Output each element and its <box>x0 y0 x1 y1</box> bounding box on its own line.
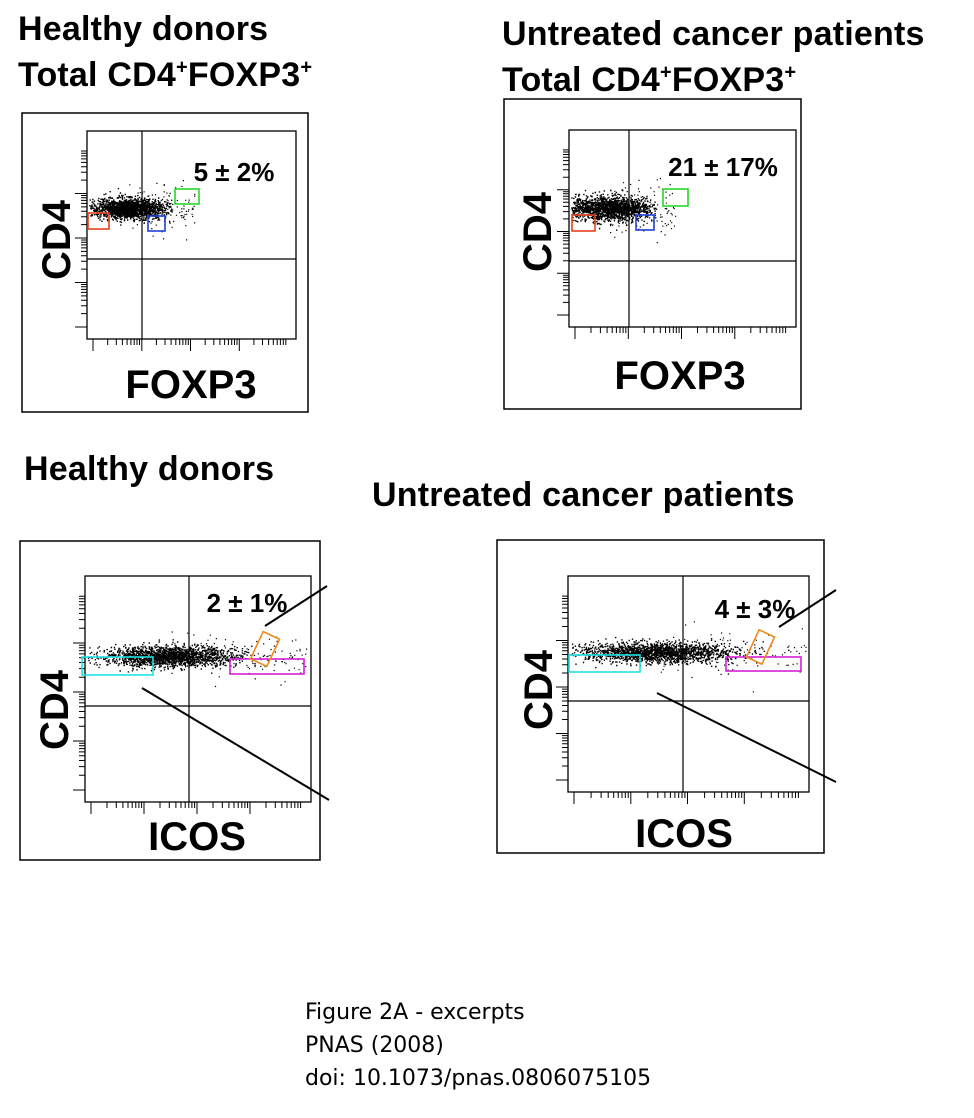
x-axis-label: FOXP3 <box>614 354 745 398</box>
percentage-label: 4 ± 3% <box>715 594 796 624</box>
caption-line: PNAS (2008) <box>305 1033 444 1058</box>
heading-line: Total CD4+FOXP3+ <box>502 57 925 103</box>
x-axis-ticks <box>90 802 302 814</box>
outer-frame <box>496 539 825 854</box>
scatter-points <box>571 178 677 244</box>
gate-cyan <box>81 656 154 676</box>
gate-blue <box>635 214 655 231</box>
plot-area <box>84 575 312 803</box>
plot-area <box>568 129 797 328</box>
plot-healthy-foxp3: 5 ± 2% FOXP3 CD4 <box>21 112 309 413</box>
pointer-line <box>656 692 837 783</box>
pointer-line <box>778 589 837 628</box>
gate-orange <box>249 630 281 668</box>
heading-line: Untreated cancer patients <box>502 15 925 53</box>
caption-line: doi: 10.1073/pnas.0806075105 <box>305 1066 652 1091</box>
plot-area <box>567 575 810 793</box>
heading-text: Total CD4 <box>502 61 660 99</box>
plot-cancer-icos: 4 ± 3% ICOS CD4 <box>496 539 837 856</box>
heading-top-left: Healthy donors Total CD4+FOXP3+ <box>18 6 312 98</box>
heading-line: Healthy donors <box>24 450 275 488</box>
superscript: + <box>300 56 313 79</box>
caption-line: Figure 2A - excerpts <box>305 1000 525 1025</box>
heading-text: Total CD4 <box>18 56 176 94</box>
heading-top-right: Untreated cancer patients Total CD4+FOXP… <box>502 11 925 103</box>
outer-frame <box>19 540 321 861</box>
heading-bottom-right: Untreated cancer patients <box>372 472 795 518</box>
gate-magenta <box>229 658 305 675</box>
x-axis-label: ICOS <box>148 815 246 859</box>
superscript: + <box>659 61 672 84</box>
x-axis-ticks <box>573 792 799 804</box>
scatter-points <box>87 631 308 688</box>
superscript: + <box>175 56 188 79</box>
heading-line: Untreated cancer patients <box>372 476 795 514</box>
y-axis-label: CD4 <box>517 649 561 730</box>
percentage-label: 5 ± 2% <box>194 157 275 187</box>
y-axis-ticks <box>557 149 569 316</box>
heading-line: Healthy donors <box>18 10 269 48</box>
scatter-points <box>570 621 807 693</box>
y-axis-ticks <box>556 595 568 781</box>
gate-blue <box>147 215 166 232</box>
gate-green <box>174 188 200 205</box>
gate-magenta <box>725 656 802 672</box>
heading-bottom-left: Healthy donors <box>24 446 274 492</box>
plot-cancer-foxp3: 21 ± 17% FOXP3 CD4 <box>503 98 802 410</box>
pointer-line <box>264 585 328 627</box>
x-axis-label: FOXP3 <box>125 363 256 407</box>
superscript: + <box>784 61 797 84</box>
gate-red <box>87 212 110 230</box>
x-axis-ticks <box>574 327 787 339</box>
plot-healthy-icos: 2 ± 1% ICOS CD4 <box>19 540 330 861</box>
heading-text: FOXP3 <box>671 61 785 99</box>
outer-frame <box>21 112 309 413</box>
percentage-label: 21 ± 17% <box>668 152 778 182</box>
x-axis-label: ICOS <box>635 812 733 856</box>
outer-frame <box>503 98 802 410</box>
y-axis-ticks <box>75 150 87 328</box>
scatter-points <box>89 180 196 241</box>
y-axis-label: CD4 <box>35 199 79 280</box>
heading-text: FOXP3 <box>187 56 301 94</box>
gate-red <box>571 214 596 232</box>
gate-orange <box>745 628 776 666</box>
pointer-line <box>141 687 330 801</box>
y-axis-label: CD4 <box>33 669 77 750</box>
gate-green <box>662 188 689 207</box>
gate-cyan <box>568 654 641 673</box>
x-axis-ticks <box>92 339 287 351</box>
percentage-label: 2 ± 1% <box>207 588 288 618</box>
y-axis-label: CD4 <box>516 191 560 272</box>
plot-area <box>86 130 297 340</box>
figure-caption: Figure 2A - excerpts PNAS (2008) doi: 10… <box>305 996 651 1095</box>
heading-line: Total CD4+FOXP3+ <box>18 52 312 98</box>
